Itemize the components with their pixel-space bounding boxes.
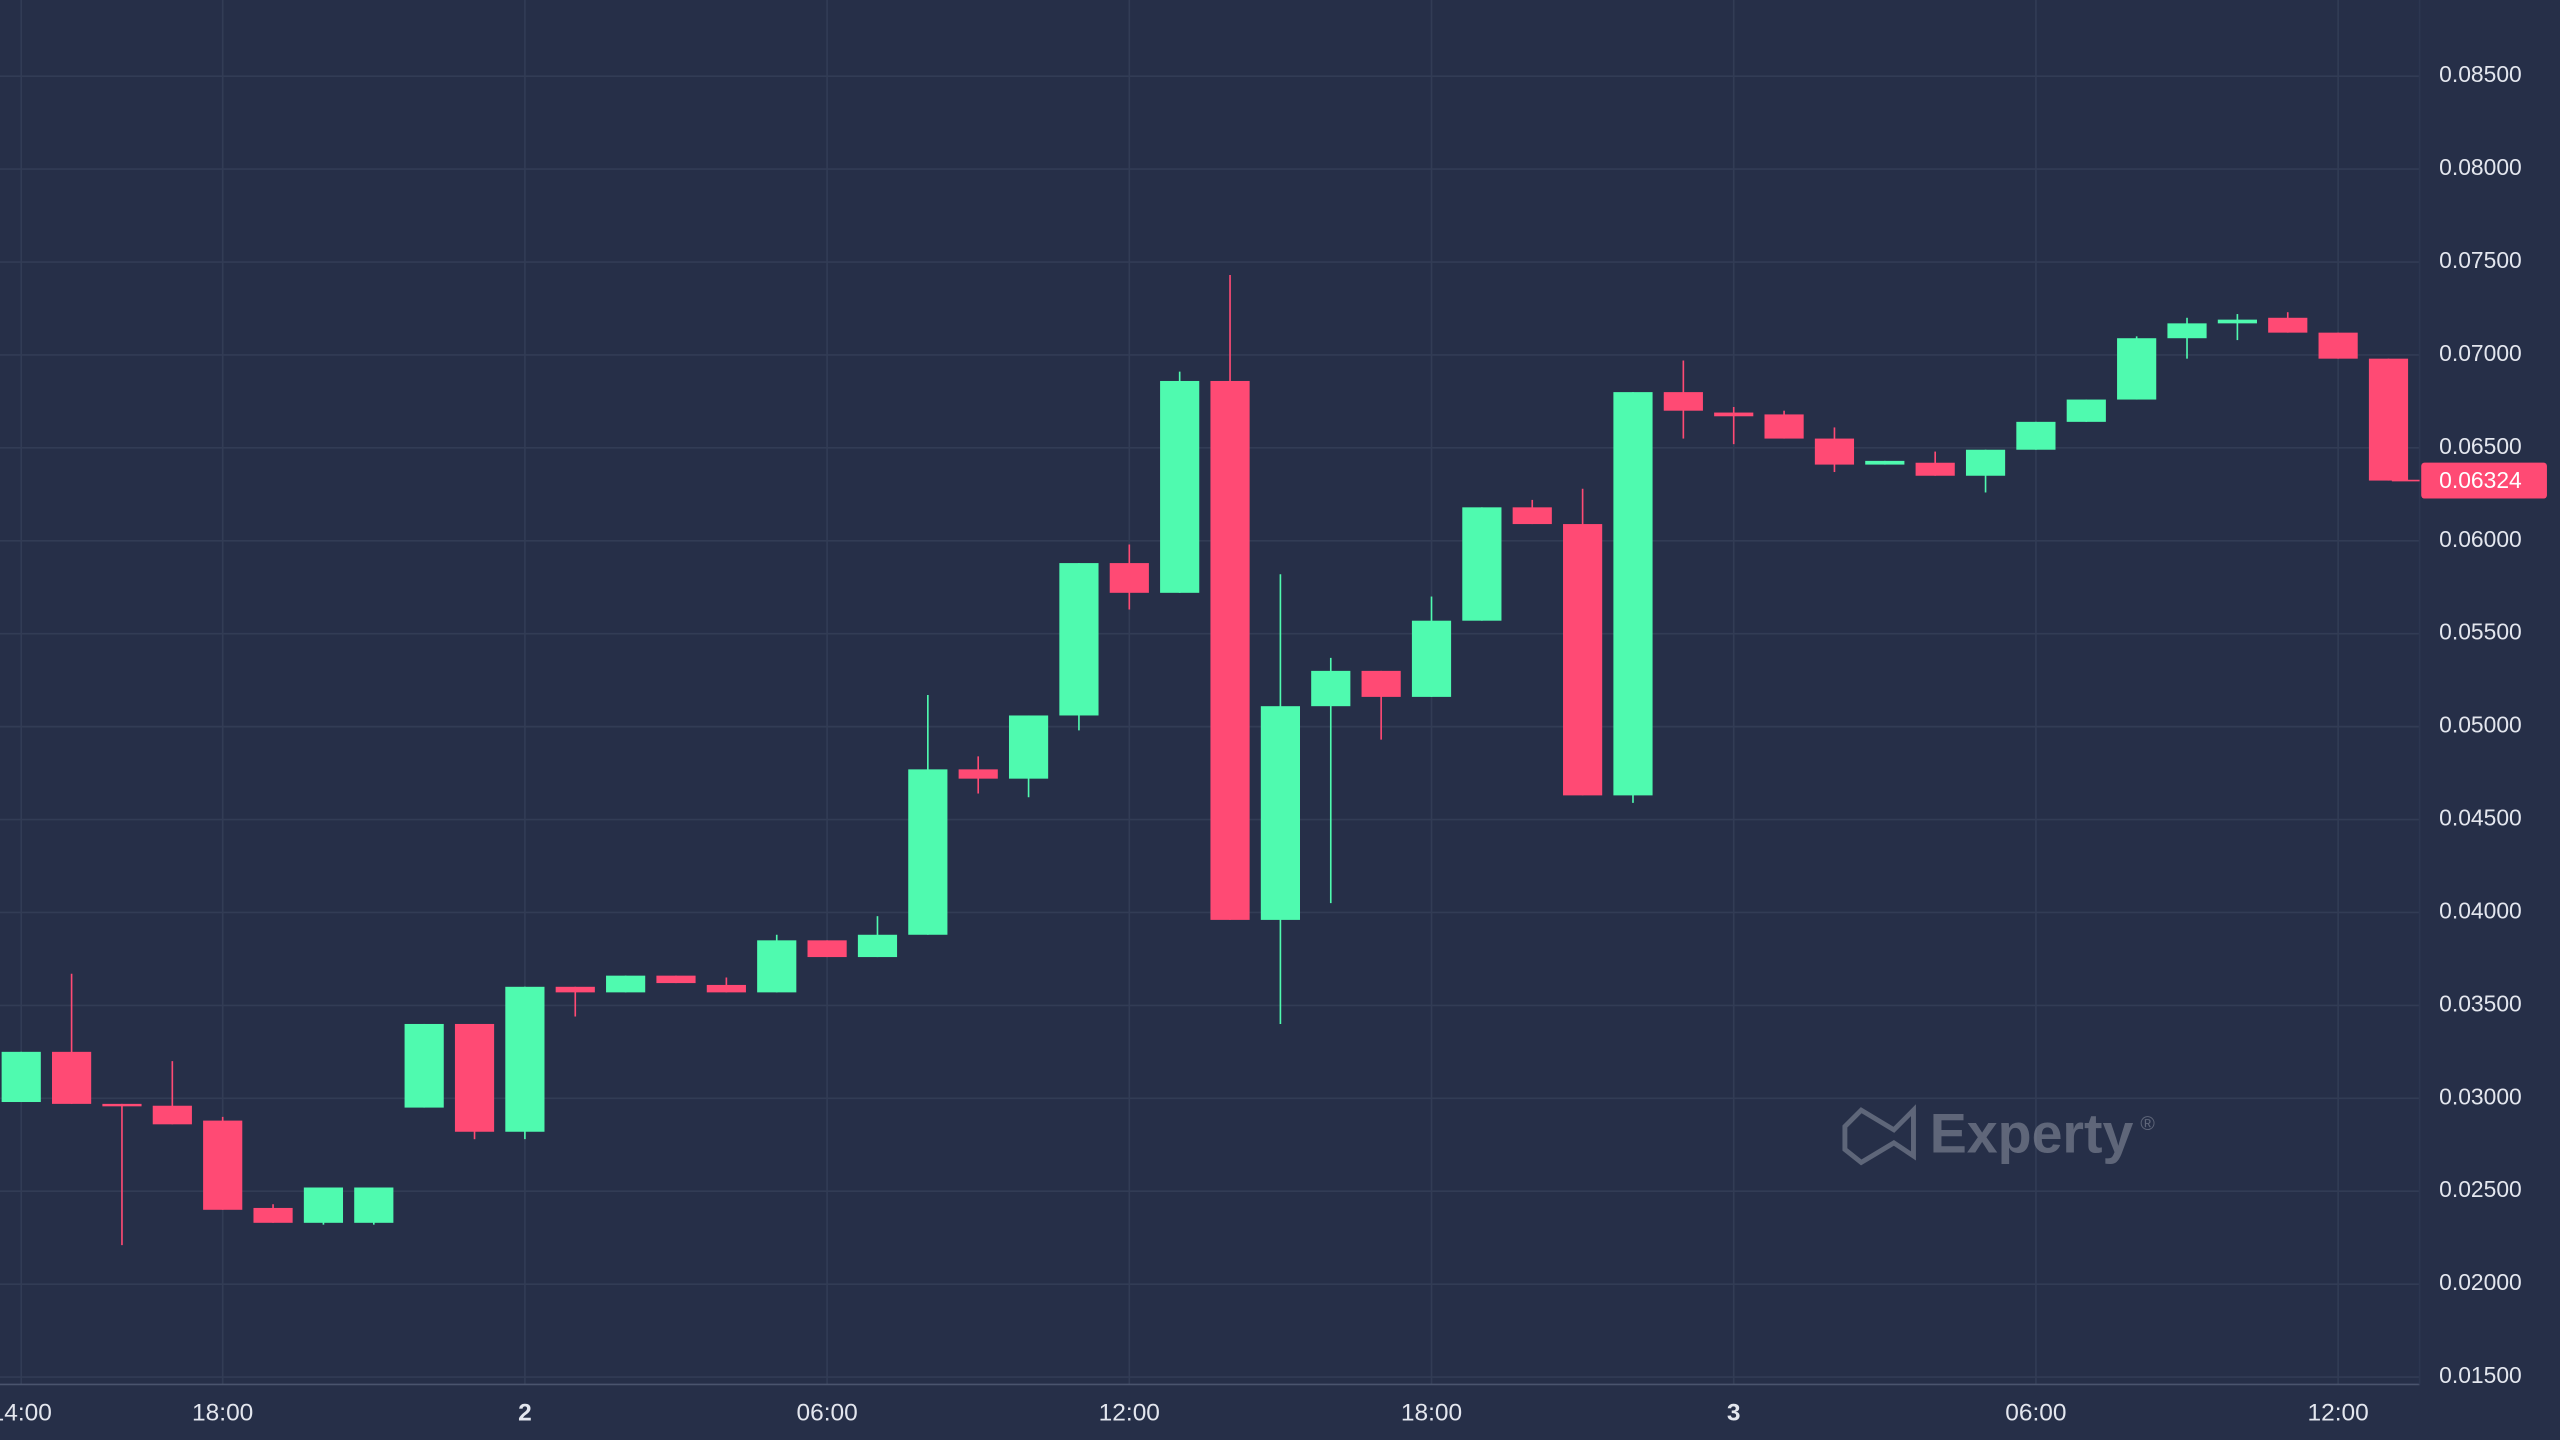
- candle-body: [1663, 392, 1703, 411]
- candle-body: [1008, 715, 1049, 779]
- candle-body: [857, 934, 898, 958]
- y-tick-label: 0.04500: [2439, 805, 2522, 831]
- candle-body: [1411, 620, 1452, 697]
- y-tick-label: 0.01500: [2439, 1362, 2522, 1388]
- candles: [1, 275, 2409, 1246]
- last-price-box: [2421, 462, 2547, 499]
- last-price-label: 0.06324: [2439, 467, 2522, 493]
- x-tick-label: 18:00: [1401, 1399, 1462, 1426]
- candle-body: [656, 975, 696, 984]
- y-tick-label: 0.07500: [2439, 247, 2522, 273]
- x-tick-label: 12:00: [1099, 1399, 1160, 1426]
- candle-body: [505, 986, 545, 1132]
- candle-body: [1512, 507, 1552, 525]
- candle-body: [1311, 670, 1351, 707]
- x-tick-label: 06:00: [2005, 1399, 2066, 1426]
- candle-body: [52, 1051, 92, 1104]
- watermark-text: Experty: [1930, 1103, 2134, 1165]
- x-tick-label: 06:00: [796, 1399, 857, 1426]
- y-tick-label: 0.06000: [2439, 526, 2522, 552]
- candle-body: [1210, 380, 1250, 920]
- y-tick-label: 0.08000: [2439, 154, 2522, 180]
- y-tick-label: 0.03500: [2439, 990, 2522, 1016]
- candle-body: [203, 1120, 243, 1210]
- candle-body: [102, 1103, 142, 1107]
- candle-body: [2368, 358, 2409, 481]
- y-tick-label: 0.05500: [2439, 619, 2522, 645]
- candle-body: [908, 769, 948, 935]
- x-tick-label: 3: [1727, 1399, 1741, 1426]
- candle-body: [606, 975, 646, 993]
- candle-body: [1764, 414, 1804, 439]
- candle-body: [1965, 449, 2006, 476]
- candle-body: [2167, 323, 2207, 339]
- candle-body: [757, 940, 797, 993]
- y-tick-label: 0.02500: [2439, 1176, 2522, 1202]
- y-tick-label: 0.03000: [2439, 1083, 2522, 1109]
- candle-body: [2066, 399, 2106, 422]
- x-tick-label: 14:00: [0, 1399, 52, 1426]
- candle-body: [354, 1187, 394, 1223]
- x-tick-label: 12:00: [2308, 1399, 2369, 1426]
- candle-body: [1563, 524, 1603, 796]
- candle-body: [253, 1207, 293, 1223]
- candle-body: [1160, 380, 1200, 593]
- candle-body: [303, 1187, 344, 1223]
- candle-body: [1814, 438, 1855, 465]
- y-tick-label: 0.08500: [2439, 61, 2522, 87]
- candle-body: [555, 986, 595, 993]
- candle-body: [807, 940, 847, 958]
- candle-body: [2117, 338, 2157, 400]
- candle-body: [1059, 563, 1099, 716]
- candle-body: [958, 769, 998, 779]
- candle-body: [152, 1105, 192, 1125]
- y-tick-label: 0.07000: [2439, 340, 2522, 366]
- candle-body: [2318, 332, 2358, 359]
- y-tick-label: 0.04000: [2439, 897, 2522, 923]
- candle-body: [2268, 317, 2308, 333]
- candle-body: [1462, 507, 1502, 621]
- y-tick-label: 0.05000: [2439, 712, 2522, 738]
- candle-body: [706, 984, 746, 993]
- candle-body: [404, 1023, 444, 1108]
- candle-body: [2016, 421, 2056, 450]
- x-tick-label: 18:00: [192, 1399, 253, 1426]
- watermark-logo: [1842, 1104, 1916, 1166]
- x-tick-label: 2: [518, 1399, 532, 1426]
- candle-body: [1, 1051, 41, 1103]
- candle-body: [1109, 563, 1149, 593]
- watermark-group: Experty ®: [1842, 1103, 2155, 1166]
- y-tick-label: 0.06500: [2439, 433, 2522, 459]
- candle-body: [1714, 412, 1754, 417]
- candle-body: [454, 1023, 495, 1132]
- candle-body: [1613, 392, 1653, 796]
- axes: 0.01500 0.02000 0.02500 0.03000 0.03500 0.040…: [0, 61, 2547, 1426]
- candle-body: [1361, 670, 1401, 697]
- candle-body: [1915, 462, 1955, 476]
- candle-body: [1260, 706, 1300, 920]
- y-tick-label: 0.02000: [2439, 1269, 2522, 1295]
- candle-body: [2217, 319, 2257, 324]
- candle-body: [1865, 460, 1905, 465]
- watermark-registered: ®: [2140, 1113, 2155, 1135]
